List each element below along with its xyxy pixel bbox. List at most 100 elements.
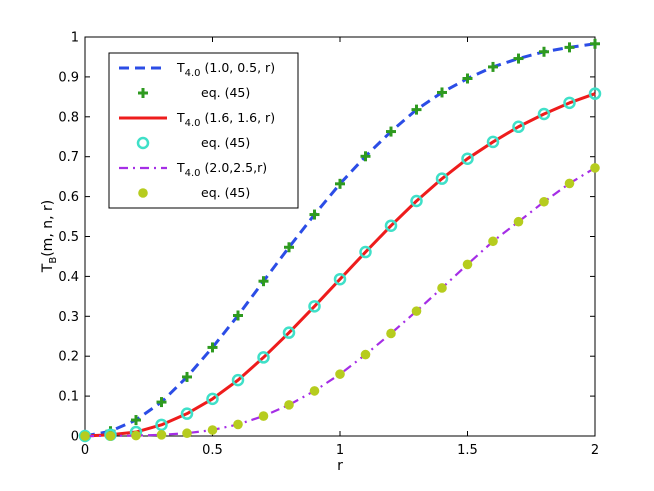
data-point: [461, 152, 474, 165]
axis-ticks: 0 0.5 1 1.5 2 0 0.1 0.2 0.3 0.4 0.5 0.6 0.7 0.8 0.9 1: [58, 31, 599, 459]
data-point: [360, 151, 371, 162]
data-point: [384, 219, 398, 232]
series-1: [80, 38, 600, 441]
x-axis-label: r: [337, 458, 343, 474]
series-line: [84, 92, 596, 438]
data-point: [513, 53, 524, 64]
series-3: [78, 87, 602, 443]
legend-swatch: [138, 188, 148, 198]
data-point: [231, 373, 245, 387]
data-point: [386, 328, 396, 339]
legend-label-rest: (1.6, 1.6, r): [201, 110, 276, 125]
legend-swatch: [136, 136, 150, 150]
data-point: [309, 209, 320, 220]
data-point: [564, 178, 575, 189]
y-tick-label: 0.2: [58, 350, 79, 365]
legend-item: T4.0 (2.0,2.5,r): [119, 160, 267, 179]
data-point: [411, 306, 422, 316]
legend-swatch: [138, 88, 148, 98]
legend-label: T4.0 (1.0, 0.5, r): [176, 60, 275, 79]
series-2: [84, 92, 596, 438]
data-point: [284, 242, 294, 253]
data-point: [512, 120, 525, 134]
data-point: [131, 430, 141, 441]
legend-label: eq. (45): [201, 185, 250, 200]
legend-label-sub: 4.0: [185, 68, 201, 79]
y-axis-label-sub: B: [48, 257, 59, 264]
y-tick-label: 0.6: [58, 190, 79, 205]
data-point: [233, 419, 243, 430]
legend: T4.0 (1.0, 0.5, r)eq. (45)T4.0 (1.6, 1.6…: [108, 52, 299, 209]
series-line: [84, 166, 596, 438]
series-line: [84, 42, 596, 438]
series-layer: [78, 38, 602, 443]
data-point: [182, 428, 192, 439]
legend-label-rest: (1.0, 0.5, r): [201, 60, 276, 75]
data-point: [564, 42, 575, 53]
legend-label-rest: eq. (45): [201, 135, 250, 150]
legend-label-sub: 4.0: [185, 118, 201, 129]
legend-label-rest: eq. (45): [201, 85, 250, 100]
data-point: [206, 392, 219, 406]
y-tick-label: 0: [71, 430, 79, 445]
y-tick-label: 0.4: [58, 270, 79, 285]
data-point: [233, 310, 243, 321]
data-point: [462, 73, 473, 84]
data-point: [207, 342, 218, 353]
y-tick-label: 0.8: [58, 110, 79, 125]
legend-label: eq. (45): [201, 85, 250, 100]
legend-label-main: T: [176, 110, 185, 125]
legend-label-main: T: [176, 60, 185, 75]
data-point: [156, 430, 167, 440]
data-point: [563, 96, 576, 110]
data-point: [155, 418, 168, 432]
data-point: [539, 46, 549, 57]
legend-label-main: T: [176, 160, 185, 175]
legend-item: eq. (45): [138, 85, 250, 100]
data-point: [156, 397, 167, 408]
data-point: [539, 196, 549, 207]
data-point: [435, 172, 449, 185]
data-point: [182, 371, 192, 382]
legend-item: T4.0 (1.6, 1.6, r): [119, 110, 275, 129]
y-axis-label-rest: (m, n, r): [40, 200, 56, 257]
data-point: [335, 178, 345, 189]
y-tick-label: 1: [71, 31, 79, 46]
data-point: [180, 407, 194, 420]
data-point: [257, 351, 270, 364]
y-tick-label: 0.9: [58, 70, 79, 85]
legend-label: eq. (45): [201, 135, 250, 150]
legend-item: T4.0 (1.0, 0.5, r): [119, 60, 275, 79]
data-point: [360, 349, 371, 360]
x-tick-label: 2: [591, 443, 599, 458]
data-point: [437, 283, 447, 293]
data-point: [258, 411, 269, 421]
data-point: [386, 126, 396, 137]
y-tick-label: 0.1: [58, 390, 79, 405]
y-tick-label: 0.5: [58, 230, 79, 245]
series-4: [84, 166, 596, 438]
y-tick-label: 0.7: [58, 150, 79, 165]
data-point: [411, 104, 422, 115]
data-point: [131, 415, 141, 426]
data-point: [537, 107, 551, 121]
data-point: [462, 259, 473, 270]
data-point: [590, 163, 600, 173]
data-point: [335, 369, 345, 379]
legend-item: eq. (45): [136, 135, 250, 150]
data-point: [437, 87, 447, 98]
data-point: [258, 276, 269, 287]
data-point: [410, 194, 423, 208]
series-5: [80, 163, 600, 441]
legend-label-sub: 4.0: [185, 168, 201, 179]
data-point: [588, 87, 602, 100]
legend-label: T4.0 (1.6, 1.6, r): [176, 110, 275, 129]
y-axis-label-main: T: [40, 263, 56, 273]
data-point: [207, 425, 218, 435]
series-0: [84, 42, 596, 438]
data-point: [488, 61, 498, 72]
legend-label-rest: (2.0,2.5,r): [201, 160, 268, 175]
x-tick-label: 1: [336, 443, 344, 458]
data-point: [105, 431, 116, 441]
